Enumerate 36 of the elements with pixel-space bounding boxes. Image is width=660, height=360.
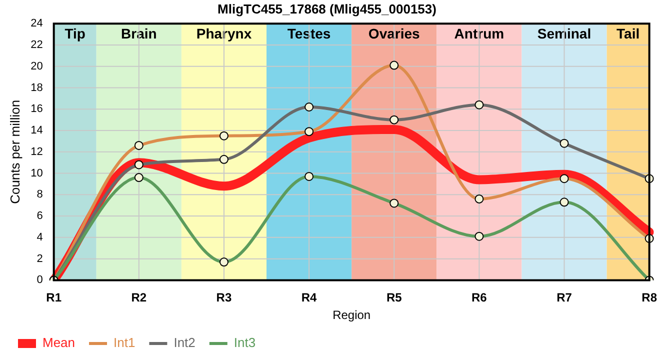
- band-label: Ovaries: [368, 25, 420, 42]
- y-tick-label: 24: [30, 18, 43, 30]
- band-label: Antrum: [454, 25, 504, 42]
- x-tick-label: R4: [301, 290, 318, 305]
- x-tick-label: R1: [46, 290, 62, 305]
- band-label: Brain: [121, 25, 157, 42]
- band-label: Testes: [287, 25, 331, 42]
- y-tick-label: 18: [30, 82, 43, 94]
- x-tick-label: R7: [556, 290, 572, 305]
- y-tick-label: 6: [36, 210, 43, 222]
- x-tick-label: R3: [216, 290, 232, 305]
- band-label: Tip: [64, 25, 86, 42]
- legend-label: Mean: [42, 335, 76, 350]
- legend-label: Int1: [114, 335, 136, 350]
- y-tick-label: 22: [30, 39, 43, 52]
- chart-title: MligTC455_17868 (Mlig455_000153): [218, 1, 436, 16]
- x-tick-label: R2: [131, 290, 147, 305]
- band-label: Seminal: [537, 25, 592, 42]
- y-tick-label: 14: [30, 124, 43, 137]
- y-tick-label: 0: [36, 274, 43, 286]
- y-axis-title: Counts per million: [7, 100, 22, 204]
- y-tick-label: 8: [36, 188, 43, 201]
- band-label: Tail: [616, 25, 640, 42]
- band-label: Pharynx: [196, 25, 252, 42]
- y-tick-label: 20: [30, 60, 43, 72]
- y-tick-label: 16: [30, 103, 43, 116]
- y-tick-label: 4: [36, 231, 43, 244]
- x-tick-label: R5: [386, 290, 402, 305]
- x-axis-title: Region: [332, 308, 371, 322]
- y-tick-label: 12: [30, 146, 43, 158]
- y-tick-label: 10: [30, 167, 43, 180]
- x-tick-label: R8: [642, 290, 658, 305]
- x-tick-label: R6: [472, 290, 488, 305]
- y-tick-label: 2: [36, 252, 43, 265]
- legend-label: Int3: [234, 335, 256, 350]
- legend-label: Int2: [174, 335, 196, 350]
